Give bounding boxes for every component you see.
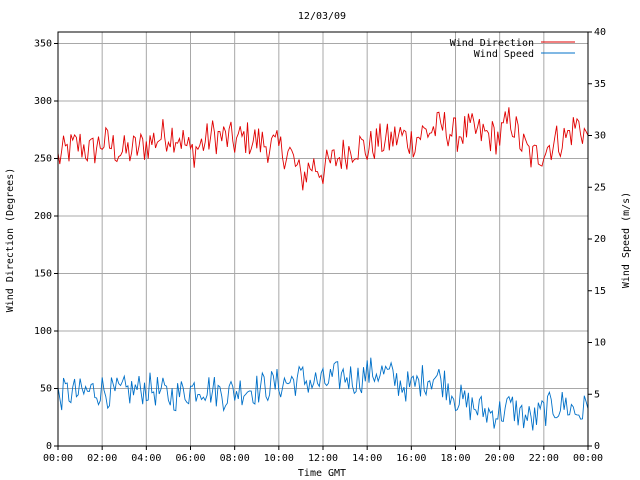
y2-tick-label: 15	[594, 286, 606, 297]
y2-axis-label: Wind Speed (m/s)	[621, 192, 632, 288]
ticks-layer: 00:00 02:00 04:00 06:00 08:00 10:00 12:00 14:00…	[34, 27, 606, 464]
y-tick-label: 300	[34, 96, 52, 107]
y2-tick-label: 40	[594, 27, 606, 38]
chart-title: 12/03/09	[298, 11, 346, 22]
y-axis-label: Wind Direction (Degrees)	[5, 168, 16, 313]
y2-tick-label: 0	[594, 441, 600, 452]
x-tick-label: 08:00	[220, 453, 250, 464]
y-tick-label: 0	[46, 441, 52, 452]
series-line-wind-direction	[57, 107, 589, 191]
y2-tick-label: 20	[594, 234, 606, 245]
y-tick-label: 200	[34, 211, 52, 222]
x-tick-label: 14:00	[352, 453, 382, 464]
y-tick-label: 150	[34, 269, 52, 280]
series-line-wind-speed	[57, 357, 589, 431]
x-tick-label: 02:00	[87, 453, 117, 464]
y-tick-label: 250	[34, 154, 52, 165]
y2-tick-label: 25	[594, 182, 606, 193]
y2-tick-label: 30	[594, 131, 606, 142]
x-tick-label: 18:00	[440, 453, 470, 464]
y2-tick-label: 10	[594, 338, 606, 349]
x-axis-label: Time GMT	[298, 468, 346, 479]
legend-label: Wind Speed	[474, 49, 534, 60]
x-tick-label: 04:00	[131, 453, 161, 464]
x-tick-label: 10:00	[264, 453, 294, 464]
grid-layer	[58, 32, 588, 446]
x-tick-label: 16:00	[396, 453, 426, 464]
y2-tick-label: 35	[594, 79, 606, 90]
legend-label: Wind Direction	[450, 38, 534, 49]
x-tick-label: 22:00	[529, 453, 559, 464]
y-tick-label: 50	[40, 384, 52, 395]
x-tick-label: 00:00	[573, 453, 603, 464]
y2-tick-label: 5	[594, 389, 600, 400]
x-tick-label: 20:00	[485, 453, 515, 464]
x-tick-label: 06:00	[175, 453, 205, 464]
y-tick-label: 350	[34, 39, 52, 50]
y-tick-label: 100	[34, 326, 52, 337]
x-tick-label: 12:00	[308, 453, 338, 464]
series-layer	[57, 107, 589, 431]
x-tick-label: 00:00	[43, 453, 73, 464]
